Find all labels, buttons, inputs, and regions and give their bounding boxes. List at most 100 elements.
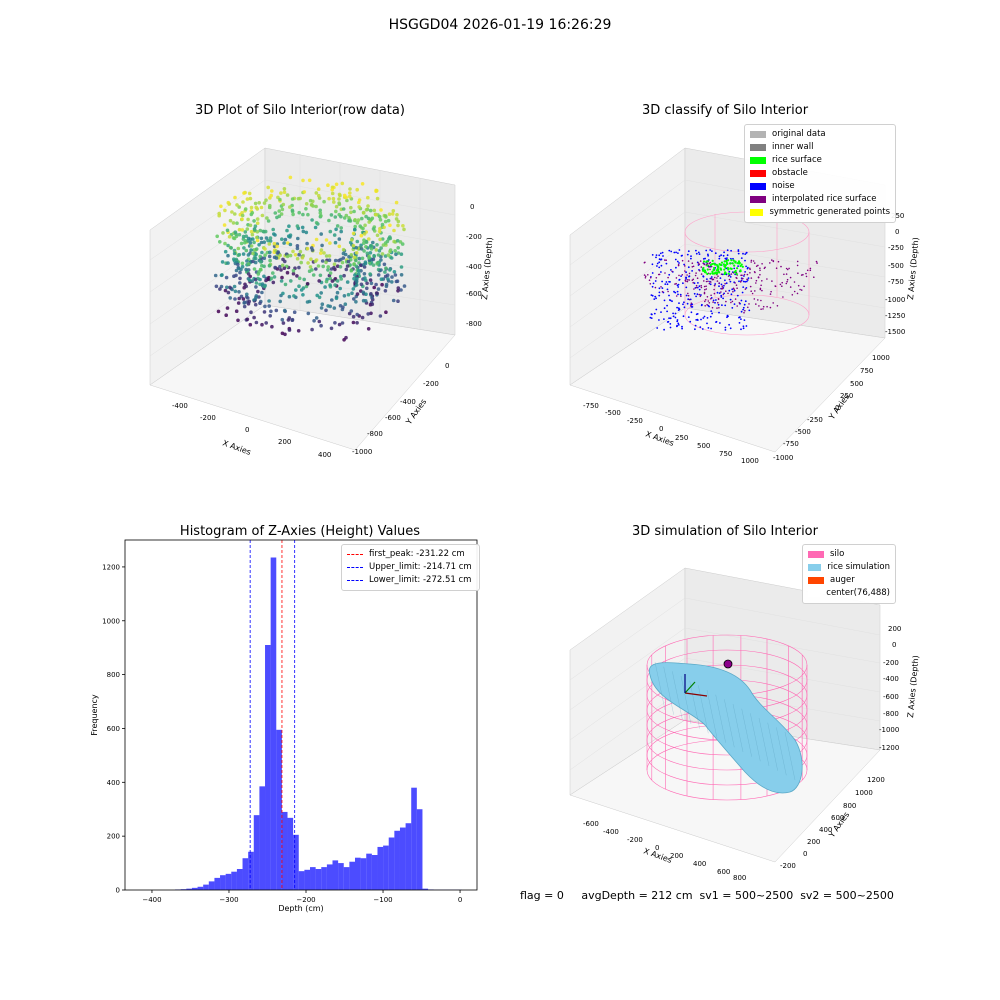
- raw-data-point: [374, 212, 378, 217]
- rice-surface-point: [724, 266, 727, 269]
- raw-data-point: [233, 297, 237, 301]
- noise-point: [666, 310, 668, 313]
- raw-scatter: [213, 175, 407, 342]
- rice-mesh-line: [750, 713, 761, 762]
- histogram-threshold-lines: [249, 540, 296, 890]
- interpolated-point: [655, 277, 658, 279]
- rice-surface-point: [739, 270, 742, 273]
- raw-data-point: [270, 189, 274, 193]
- histogram-x-tick-label: −100: [373, 896, 392, 904]
- raw-data-point: [330, 298, 334, 302]
- interpolated-point: [754, 290, 756, 292]
- legend-entry: inner wall: [750, 141, 890, 154]
- raw-data-point: [253, 260, 258, 265]
- rice-surface-point: [733, 264, 736, 267]
- raw-data-point: [319, 214, 323, 218]
- histogram-y-tick-label: 400: [107, 779, 120, 787]
- raw-data-point: [252, 267, 257, 271]
- raw-data-point: [362, 241, 366, 245]
- raw-data-point: [341, 247, 346, 252]
- interpolated-point: [691, 262, 694, 264]
- classify-z-label: Z Axies (Depth): [906, 237, 920, 300]
- raw-data-point: [271, 280, 276, 285]
- legend-label: original data: [772, 129, 826, 139]
- classify-x-tick: 0: [659, 425, 663, 433]
- noise-point: [674, 316, 677, 319]
- raw-data-point: [285, 270, 290, 275]
- raw-data-point: [252, 219, 256, 223]
- raw-x-label: X Axies: [221, 438, 252, 457]
- raw-data-point: [372, 285, 376, 290]
- raw-data-point: [388, 249, 392, 254]
- interpolated-point: [748, 303, 750, 305]
- interpolated-point: [753, 262, 756, 264]
- classify-y-tick: 250: [840, 392, 853, 400]
- noise-point: [706, 278, 708, 280]
- raw-data-point: [228, 218, 233, 223]
- raw-data-point: [297, 276, 302, 281]
- raw-data-point: [213, 273, 218, 278]
- legend-entry: auger: [808, 574, 890, 587]
- interpolated-point: [753, 298, 756, 300]
- legend-label: Upper_limit: -214.71 cm: [369, 562, 472, 572]
- interpolated-point: [713, 288, 715, 291]
- raw-data-point: [240, 211, 244, 215]
- noise-point: [705, 249, 708, 252]
- interpolated-point: [695, 284, 698, 287]
- interpolated-point: [809, 269, 812, 272]
- raw-data-point: [361, 211, 366, 215]
- raw-data-point: [349, 309, 354, 313]
- noise-point: [701, 303, 703, 306]
- rice-surface-point: [738, 261, 741, 265]
- noise-point: [724, 257, 727, 260]
- raw-y-tick: -400: [400, 398, 416, 406]
- noise-point: [658, 319, 660, 321]
- raw-data-point: [287, 328, 292, 332]
- interpolated-point: [687, 294, 690, 297]
- interpolated-point: [698, 269, 701, 272]
- rice-surface-point: [709, 264, 712, 267]
- histogram-bar: [416, 809, 423, 890]
- raw-data-point: [289, 279, 293, 283]
- raw-data-point: [338, 286, 342, 291]
- noise-point: [709, 265, 712, 268]
- noise-point: [651, 254, 654, 256]
- legend-swatch: [808, 564, 822, 571]
- classify-y-tick: 500: [850, 380, 863, 388]
- histogram-bar: [186, 888, 192, 890]
- raw-data-point: [244, 284, 248, 289]
- rice-surface-point: [719, 267, 722, 270]
- raw-data-point: [253, 224, 258, 228]
- raw-data-point: [349, 205, 353, 210]
- interpolated-point: [644, 275, 647, 278]
- raw-data-point: [376, 287, 381, 291]
- simulation-y-tick: 400: [819, 826, 832, 834]
- raw-data-point: [327, 218, 331, 223]
- raw-data-point: [273, 233, 277, 237]
- raw-data-point: [240, 261, 245, 266]
- interpolated-point: [667, 276, 669, 279]
- histogram-bar: [276, 729, 282, 890]
- raw-data-point: [339, 229, 343, 234]
- raw-data-point: [365, 281, 369, 286]
- raw-data-point: [244, 248, 249, 253]
- noise-point: [737, 252, 740, 255]
- raw-data-point: [309, 257, 313, 261]
- raw-data-point: [259, 205, 264, 210]
- raw-data-point: [326, 265, 330, 269]
- legend-label: interpolated rice surface: [772, 194, 877, 204]
- raw-data-point: [375, 188, 379, 193]
- raw-data-point: [268, 258, 272, 263]
- interpolated-point: [796, 292, 799, 295]
- noise-point: [678, 279, 681, 281]
- interpolated-point: [802, 273, 804, 276]
- interpolated-point: [688, 279, 691, 281]
- interpolated-point: [740, 274, 742, 277]
- raw-data-point: [367, 237, 371, 241]
- simulation-z-tick: -1000: [879, 726, 899, 734]
- noise-point: [731, 288, 734, 291]
- legend-line-swatch: [347, 580, 363, 581]
- noise-point: [701, 328, 704, 330]
- noise-point: [666, 283, 669, 286]
- raw-data-point: [362, 249, 366, 253]
